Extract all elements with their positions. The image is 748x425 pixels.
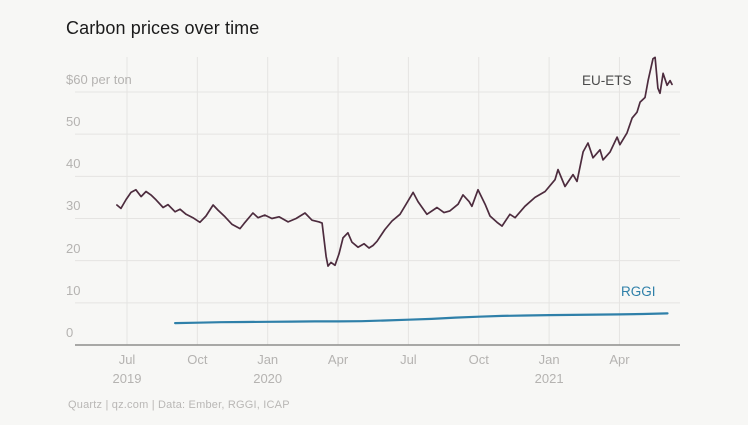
x-tick-label-jul: Jul [400, 352, 417, 367]
y-tick-label-10: 10 [66, 282, 81, 298]
x-year-label-2020: 2020 [253, 371, 283, 386]
series-line-rggi [174, 312, 669, 325]
x-tick-label-jan2021: Jan [538, 352, 560, 367]
y-tick-label-50: 50 [66, 114, 81, 130]
series-label-rggi: RGGI [621, 284, 656, 299]
chart-title: Carbon prices over time [66, 18, 260, 38]
x-tick-label-apr: Apr [609, 352, 630, 367]
series-label-eu-ets: EU-ETS [582, 73, 632, 88]
y-tick-label-0: 0 [66, 325, 74, 340]
y-tick-label-40: 40 [66, 156, 81, 172]
x-year-label-2021: 2021 [534, 371, 564, 386]
attribution-footer: Quartz | qz.com | Data: Ember, RGGI, ICA… [68, 399, 290, 411]
series-line-eu-ets [116, 56, 673, 267]
x-year-label-2019: 2019 [112, 371, 142, 386]
x-tick-label-apr: Apr [327, 352, 349, 367]
x-tick-label-oct: Oct [468, 352, 489, 367]
x-tick-label-jan2020: Jan [257, 352, 279, 367]
x-tick-label-oct: Oct [187, 352, 208, 367]
y-tick-label-60: $60 per ton [66, 71, 132, 87]
y-tick-label-30: 30 [66, 198, 81, 214]
x-tick-label-jul2019: Jul [118, 352, 136, 367]
y-tick-label-20: 20 [66, 240, 81, 256]
